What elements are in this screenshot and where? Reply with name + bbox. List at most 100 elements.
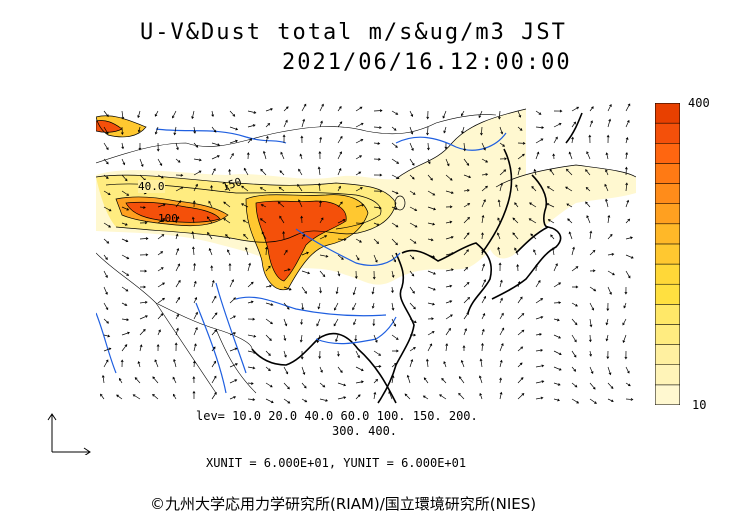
wind-arrow [499,343,504,352]
wind-arrow [517,281,521,288]
wind-arrow [571,246,575,256]
wind-arrow [479,358,483,368]
wind-arrow [103,142,109,151]
wind-arrow [192,390,196,400]
wind-arrow [391,302,395,311]
wind-arrow [154,359,159,368]
wind-arrow [534,264,538,272]
map-timestamp: 2021/06/16.12:00:00 [282,50,572,75]
wind-arrow [607,366,612,376]
wind-arrow [441,377,447,384]
wind-arrow [517,296,523,304]
wind-arrow [229,347,238,352]
wind-arrow [157,282,165,288]
wind-arrow [606,302,610,312]
wind-arrow [265,318,273,325]
wind-arrow [300,135,304,144]
wind-arrow [517,346,524,352]
wind-arrow [373,189,383,193]
wind-arrow [589,120,593,128]
wind-arrow [427,302,436,306]
wind-arrow [553,382,561,386]
wind-arrow [373,126,382,129]
wind-arrow [301,251,309,256]
wind-arrow [568,151,573,160]
wind-arrow [371,286,375,295]
wind-arrow [242,219,249,224]
wind-arrow [479,392,483,400]
wind-arrow [319,136,323,144]
wind-arrow [499,279,503,288]
wind-arrow [624,350,628,360]
wind-arrow [481,295,487,304]
wind-arrow [297,183,303,192]
wind-arrow [625,182,629,192]
wind-arrow [139,328,146,336]
wind-arrow [229,279,234,288]
wind-arrow [371,302,375,309]
wind-arrow [439,394,447,400]
wind-arrow [175,173,184,177]
wind-arrow [373,391,377,400]
wind-arrow [139,237,149,240]
wind-arrow [567,218,573,224]
wind-arrow [121,238,129,243]
wind-arrow [283,268,291,272]
wind-arrow [283,366,289,375]
wind-arrow [535,151,540,160]
wind-arrow [100,393,105,400]
wind-arrow [625,236,633,240]
wind-arrow [193,170,202,176]
wind-arrow [625,270,631,279]
wind-arrow [132,394,141,400]
wind-arrow [103,270,108,279]
wind-arrow [157,218,166,224]
wind-arrow [463,142,467,152]
wind-arrow [137,110,141,119]
wind-arrow [391,362,397,368]
wind-arrow [496,232,501,240]
colorbar-band [655,243,680,265]
wind-arrow [318,350,322,359]
wind-arrow [565,168,573,176]
wind-arrow [549,168,555,176]
wind-arrow [337,185,341,192]
colorbar-min-label: 10 [692,398,707,412]
wind-arrow [241,185,249,192]
wind-arrow [517,126,523,131]
wind-arrow [571,136,574,144]
wind-arrow [121,174,128,182]
wind-arrow [499,169,507,176]
wind-arrow [585,201,591,208]
wind-arrow [535,315,544,320]
wind-arrow [139,315,148,320]
wind-arrow [137,360,141,368]
wind-arrow [157,329,161,336]
wind-arrow [553,301,562,305]
wind-arrow [336,350,340,357]
wind-arrow [589,350,593,357]
wind-arrow [229,126,239,131]
wind-arrow [353,318,357,326]
wind-arrow [427,254,436,258]
wind-arrow [553,263,558,272]
wind-arrow [103,222,112,228]
wind-arrow [154,126,159,135]
wind-arrow [535,110,542,115]
wind-arrow [517,377,524,384]
wind-arrow [565,186,573,192]
wind-arrow [319,382,326,388]
wind-arrow [319,270,326,278]
wind-arrow [373,157,381,161]
wind-arrow [498,262,502,272]
wind-arrow [260,204,267,208]
wind-arrow [175,327,179,336]
wind-arrow [607,104,612,112]
wind-arrow [333,318,339,327]
wind-arrow [175,263,181,272]
wind-arrow [444,142,448,150]
wind-arrow [355,380,364,384]
wind-arrow [607,252,615,256]
wind-arrow [103,238,110,244]
wind-arrow [355,171,362,176]
